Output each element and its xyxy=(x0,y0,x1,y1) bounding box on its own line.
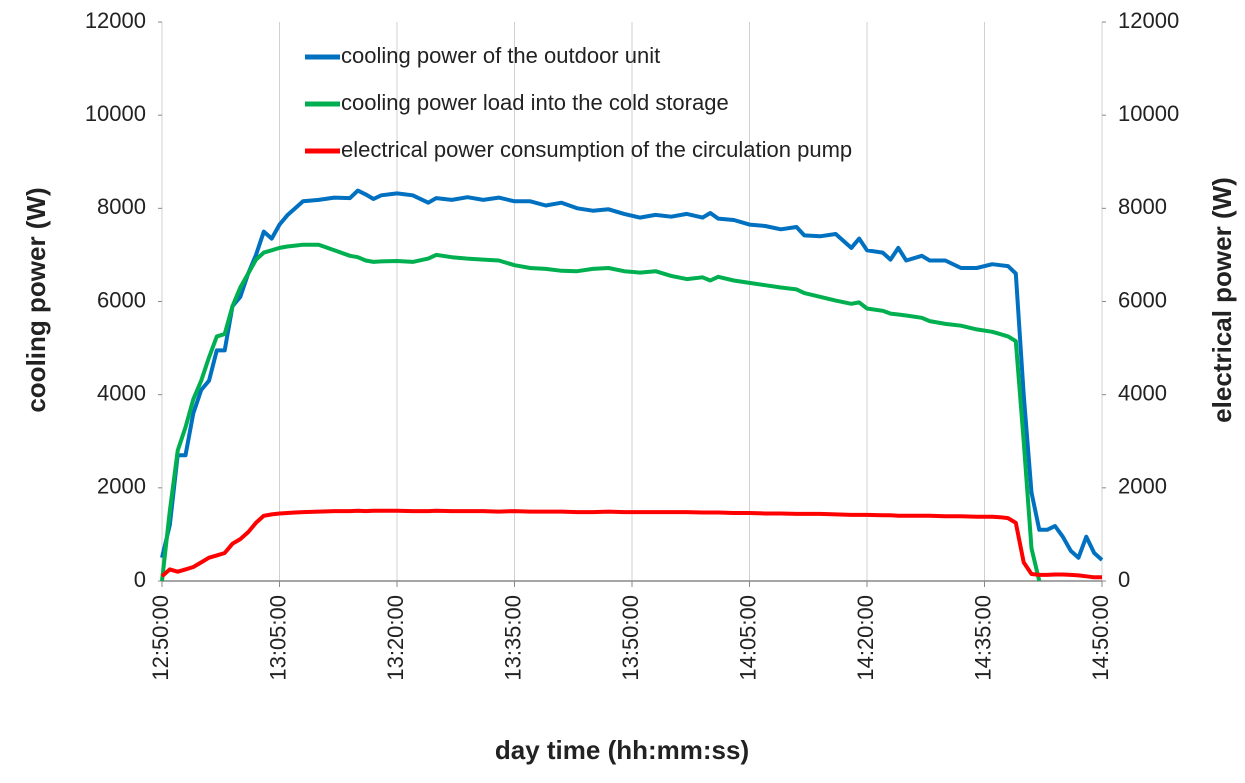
y2-tick-label: 8000 xyxy=(1118,194,1167,219)
y-tick-label: 6000 xyxy=(97,287,146,312)
y-tick-label: 10000 xyxy=(85,101,146,126)
y-axis-title: cooling power (W) xyxy=(21,187,51,412)
legend-label: electrical power consumption of the circ… xyxy=(341,137,852,162)
y-tick-label: 12000 xyxy=(85,8,146,33)
y2-tick-label: 2000 xyxy=(1118,474,1167,499)
x-tick-label: 13:05:00 xyxy=(265,595,290,681)
x-tick-label: 13:35:00 xyxy=(500,595,525,681)
y2-tick-label: 10000 xyxy=(1118,101,1179,126)
x-tick-label: 14:50:00 xyxy=(1088,595,1113,681)
y2-tick-label: 0 xyxy=(1118,567,1130,592)
y2-axis-title: electrical power (W) xyxy=(1207,177,1237,423)
x-tick-label: 12:50:00 xyxy=(148,595,173,681)
y2-tick-label: 4000 xyxy=(1118,380,1167,405)
y-tick-label: 0 xyxy=(134,567,146,592)
x-tick-label: 13:20:00 xyxy=(383,595,408,681)
series-line xyxy=(160,242,1042,582)
y2-tick-label: 12000 xyxy=(1118,8,1179,33)
x-tick-label: 14:20:00 xyxy=(853,595,878,681)
y2-tick-label: 6000 xyxy=(1118,287,1167,312)
series-line xyxy=(160,508,1102,580)
legend-label: cooling power of the outdoor unit xyxy=(341,43,660,68)
legend-label: cooling power load into the cold storage xyxy=(341,90,729,115)
x-tick-label: 14:35:00 xyxy=(970,595,995,681)
series-line xyxy=(160,188,1104,562)
y-tick-label: 8000 xyxy=(97,194,146,219)
x-tick-label: 14:05:00 xyxy=(735,595,760,681)
x-tick-label: 13:50:00 xyxy=(618,595,643,681)
y-tick-label: 4000 xyxy=(97,380,146,405)
x-axis-title: day time (hh:mm:ss) xyxy=(495,735,749,765)
y-tick-label: 2000 xyxy=(97,474,146,499)
